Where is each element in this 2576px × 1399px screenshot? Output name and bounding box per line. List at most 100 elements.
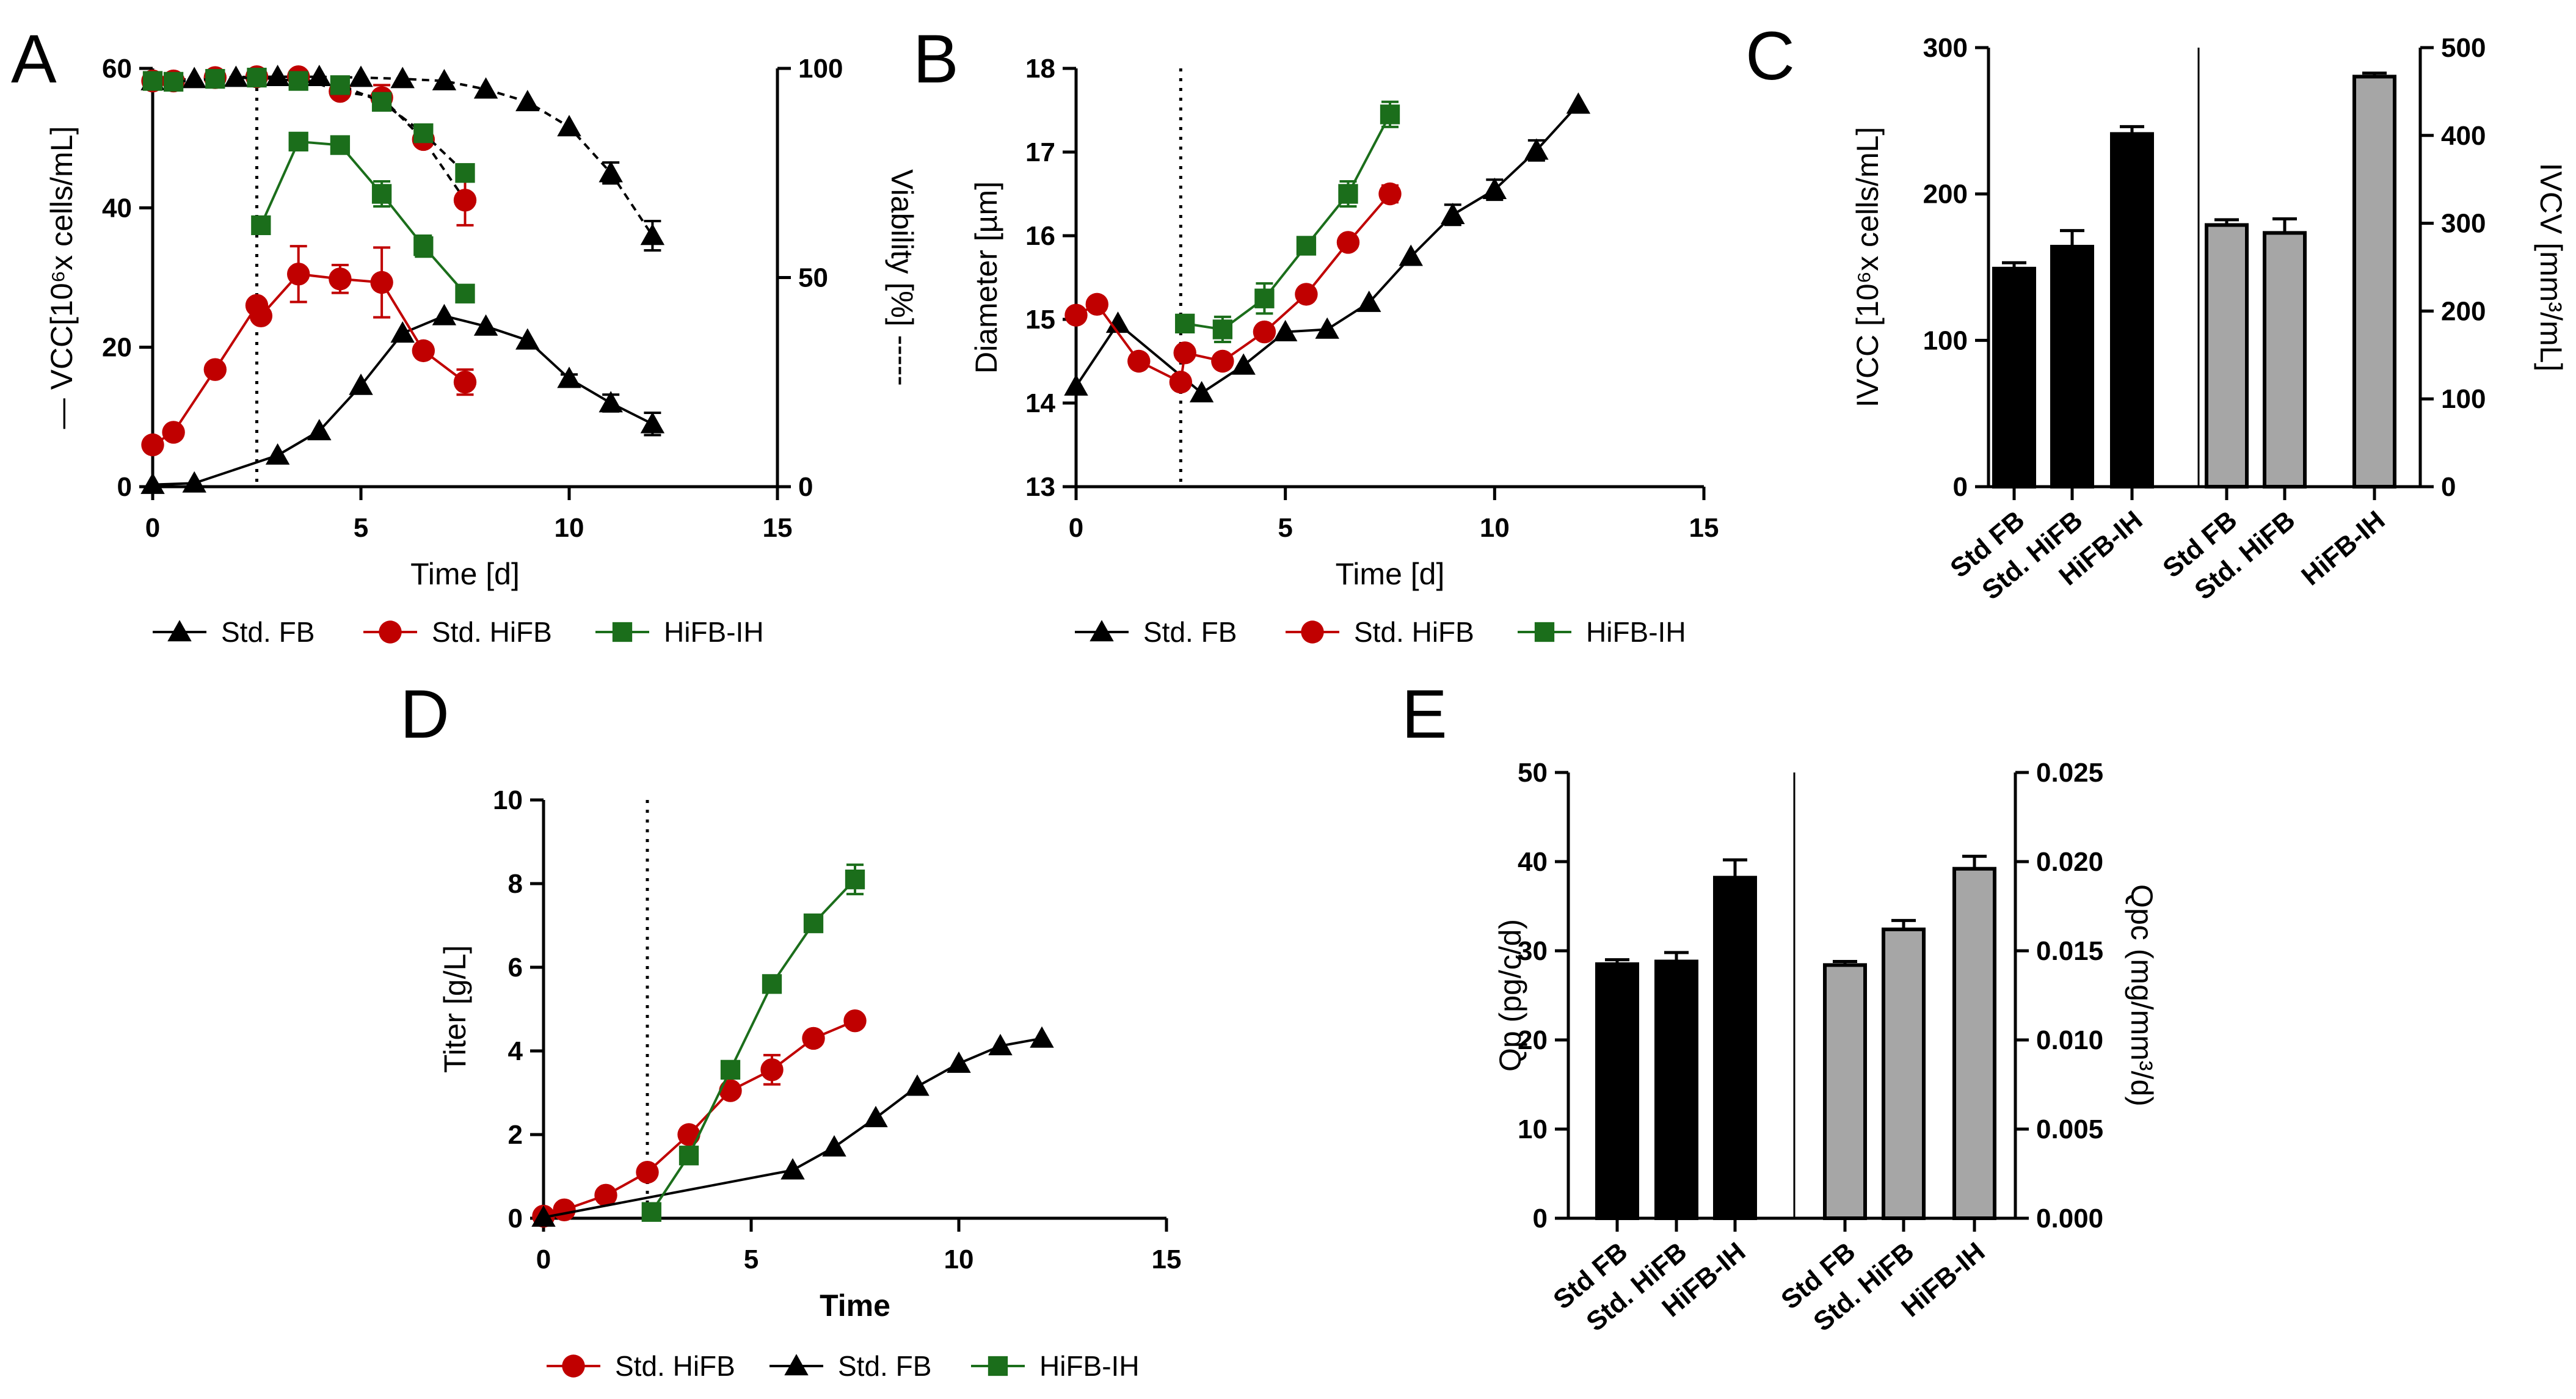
legend-label: HiFB-IH: [1039, 1350, 1140, 1382]
y-tick-label: 0: [1953, 472, 1968, 502]
legend-label: Std. HiFB: [432, 616, 552, 648]
series-line: [1075, 193, 1391, 384]
x-tick-label: 0: [1069, 513, 1083, 543]
data-point: [371, 92, 392, 112]
data-point: [455, 163, 475, 183]
data-point: [1064, 374, 1088, 396]
x-tick-label: 15: [1689, 513, 1719, 543]
bar: [1654, 959, 1698, 1221]
x-tick-label: 15: [1152, 1245, 1182, 1274]
data-point: [453, 189, 477, 212]
y-tick-label: 4: [508, 1036, 523, 1066]
data-point: [371, 184, 392, 204]
data-point: [780, 1158, 805, 1180]
x-axis-title: Time: [820, 1288, 890, 1323]
series-std-fb: [531, 1026, 1054, 1227]
x-axis-title: Time [d]: [1336, 557, 1445, 591]
x-tick-label: 10: [944, 1245, 974, 1274]
data-point: [822, 1135, 846, 1157]
y-tick-label: 13: [1025, 472, 1055, 502]
data-point: [762, 974, 782, 994]
y-tick-label: 20: [1518, 1025, 1548, 1055]
y-tick-label: 50: [1518, 758, 1548, 788]
y-tick-label: 16: [1025, 221, 1055, 251]
data-point: [182, 471, 206, 493]
panel-letter: A: [11, 21, 57, 97]
legend-item: Std. FB: [1075, 616, 1237, 648]
data-point: [1212, 319, 1233, 340]
data-point: [453, 371, 477, 394]
y-tick-label: 8: [508, 869, 523, 899]
legend-label: Std. HiFB: [1354, 616, 1474, 648]
x-tick-label: 15: [763, 513, 793, 543]
y-axis-title-text: VCC[10⁶x cells/mL]: [45, 126, 79, 390]
x-tick-label: 0: [536, 1245, 551, 1274]
series-hifb-ih-viability: [142, 67, 475, 183]
bar: [2205, 223, 2249, 489]
y-tick-label: 40: [1518, 847, 1548, 877]
data-point: [1064, 303, 1088, 327]
bar: [2263, 231, 2307, 489]
data-point: [1189, 380, 1214, 402]
data-point: [288, 131, 308, 152]
legend-item: HiFB-IH: [595, 616, 764, 648]
data-point: [845, 870, 865, 890]
legend-marker: [988, 1356, 1008, 1376]
x-tick-label: 10: [1480, 513, 1510, 543]
legend-marker: [1090, 620, 1114, 642]
data-point: [599, 161, 623, 183]
data-point: [432, 68, 457, 90]
data-point: [142, 71, 163, 91]
legend-marker: [1301, 620, 1324, 644]
y-tick-label: 17: [1025, 137, 1055, 167]
bar: [1992, 266, 2036, 489]
data-point: [1273, 319, 1298, 341]
data-point: [1231, 353, 1256, 375]
series-hifb-ih: [1175, 100, 1400, 343]
y2-tick-label: 0: [2441, 472, 2456, 502]
series-std-hifb: [532, 1009, 867, 1228]
data-point: [247, 67, 267, 88]
data-point: [203, 358, 227, 381]
y-tick-label: 20: [102, 333, 132, 363]
y2-tick-label: 500: [2441, 33, 2486, 63]
legend: Std. HiFB Std. FB HiFB-IH: [547, 1350, 1140, 1382]
data-point: [1296, 236, 1317, 256]
data-point: [1336, 231, 1360, 254]
data-point: [515, 90, 540, 112]
y-tick-label: 18: [1025, 54, 1055, 84]
legend-marker: [379, 620, 402, 644]
data-point: [1380, 104, 1400, 125]
y2-tick-label: 0.015: [2036, 936, 2103, 966]
y-tick-label: 2: [508, 1120, 523, 1150]
data-point: [553, 1198, 576, 1222]
series-std-fb: [1064, 92, 1591, 402]
data-point: [1085, 293, 1108, 316]
data-point: [1482, 177, 1507, 199]
data-point: [140, 472, 165, 494]
data-point: [251, 215, 271, 236]
data-point: [988, 1034, 1013, 1056]
y-tick-label: 0: [1533, 1204, 1548, 1234]
data-point: [677, 1123, 700, 1146]
bar: [1713, 876, 1757, 1220]
legend-label: HiFB-IH: [664, 616, 764, 648]
y-tick-label: 15: [1025, 305, 1055, 335]
legend-label: HiFB-IH: [1586, 616, 1686, 648]
panel-letter: C: [1745, 18, 1795, 94]
data-point: [1315, 317, 1339, 339]
data-point: [1357, 290, 1381, 312]
data-point: [1211, 349, 1234, 373]
data-point: [1338, 184, 1358, 204]
data-point: [515, 328, 540, 350]
y2-axis-title-text: Viability [%]: [885, 169, 919, 327]
data-point: [287, 263, 310, 286]
data-point: [1253, 320, 1276, 344]
bar: [2352, 74, 2396, 489]
data-point: [640, 223, 665, 245]
data-point: [1399, 244, 1423, 266]
data-point: [531, 1205, 556, 1227]
